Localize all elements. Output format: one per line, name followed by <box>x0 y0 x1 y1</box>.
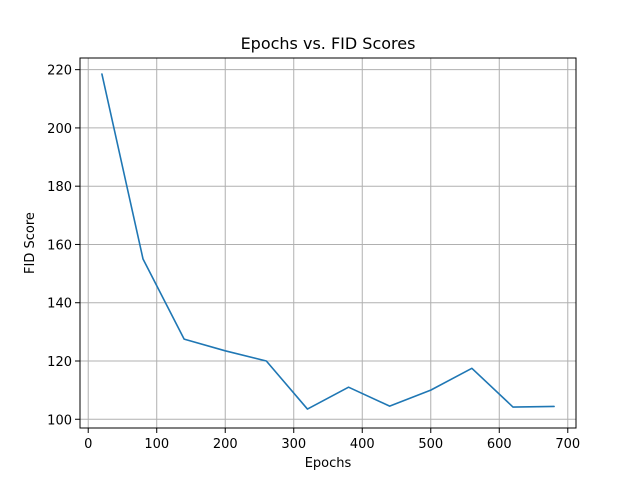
fid-series-line <box>101 73 555 410</box>
y-tick-label: 140 <box>47 297 72 312</box>
axes-frame <box>79 57 577 429</box>
tick-labels: 0 100 200 300 400 500 600 700 100 120 140 160 180 200… <box>47 64 580 452</box>
y-tick-label: 160 <box>47 238 72 253</box>
grid-lines <box>80 58 576 428</box>
x-tick-label: 600 <box>487 437 512 452</box>
tick-marks <box>75 69 569 433</box>
x-tick-label: 0 <box>84 437 92 452</box>
x-tick-label: 200 <box>213 437 238 452</box>
y-tick-label: 120 <box>47 355 72 370</box>
x-tick-label: 700 <box>555 437 580 452</box>
x-axis-title: Epochs <box>305 456 352 471</box>
x-tick-label: 400 <box>350 437 375 452</box>
series-layer <box>101 73 555 410</box>
y-tick-label: 100 <box>47 413 72 428</box>
x-tick-label: 100 <box>144 437 169 452</box>
y-tick-label: 200 <box>47 122 72 137</box>
y-axis-title: FID Score <box>23 212 38 274</box>
y-tick-label: 220 <box>47 64 72 79</box>
chart-title: Epochs vs. FID Scores <box>241 34 416 53</box>
x-tick-label: 500 <box>418 437 443 452</box>
x-tick-label: 300 <box>281 437 306 452</box>
y-tick-label: 180 <box>47 180 72 195</box>
